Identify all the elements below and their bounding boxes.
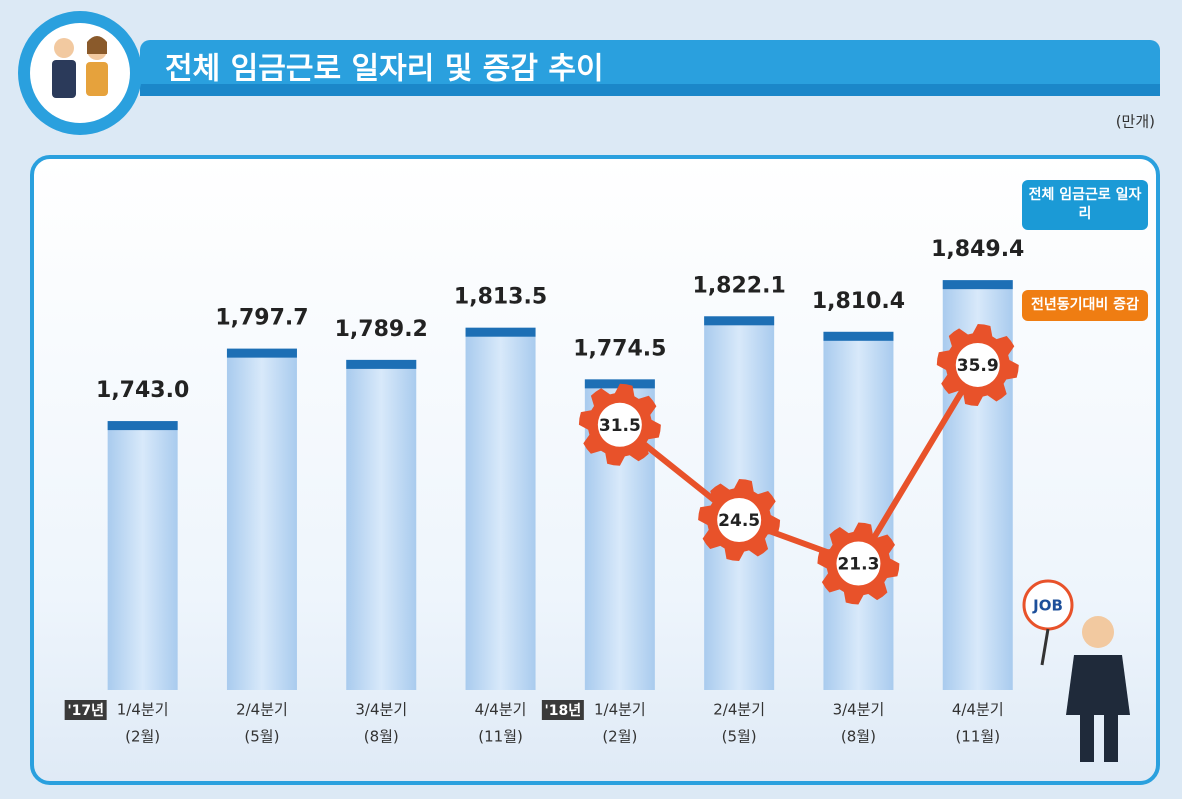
bar-cap: [584, 379, 655, 389]
x-tick-label: 3/4분기: [355, 701, 407, 719]
x-tick-label: 1/4분기: [117, 701, 169, 719]
job-man: JOB: [1022, 579, 1130, 762]
line-value-label: 24.5: [718, 511, 760, 531]
year-label: '18년: [545, 703, 582, 719]
gear-marker: [817, 522, 900, 605]
legend-line: 전년동기대비 증감: [1022, 290, 1148, 321]
bar-value-label: 1,797.7: [215, 306, 308, 331]
x-tick-sublabel: (5월): [722, 728, 757, 746]
bar-cap: [107, 421, 178, 431]
bar: [823, 331, 894, 690]
gear-center: [955, 342, 1000, 387]
gear-center: [717, 498, 762, 542]
bar-cap: [823, 331, 894, 341]
icon-circle: [30, 23, 130, 123]
bar-value-label: 1,822.1: [693, 273, 786, 298]
title-bar-shade: [140, 84, 1160, 96]
bar-value-label: 1,810.4: [812, 289, 905, 314]
unit-label: (만개): [1116, 113, 1155, 131]
x-tick-sublabel: (11월): [955, 728, 1000, 746]
people-icon: [52, 36, 108, 98]
bar-cap: [465, 327, 536, 337]
gear-marker: [578, 383, 661, 466]
x-tick-sublabel: (5월): [244, 728, 279, 746]
bar: [226, 348, 297, 690]
legend-bar: 전체 임금근로 일자리: [1022, 180, 1148, 230]
x-tick-sublabel: (11월): [478, 728, 523, 746]
year-tag: [541, 700, 584, 720]
bar-cap: [942, 280, 1013, 290]
gear-center: [597, 402, 642, 447]
bar-value-label: 1,743.0: [96, 378, 189, 403]
title-bar: [140, 40, 1160, 96]
x-tick-sublabel: (8월): [841, 728, 876, 746]
year-label: '17년: [67, 703, 104, 719]
bar-value-label: 1,849.4: [931, 237, 1024, 262]
gear-marker: [936, 324, 1019, 406]
chart-title: 전체 임금근로 일자리 및 증감 추이: [165, 52, 604, 87]
x-tick-label: 4/4분기: [952, 701, 1004, 719]
x-tick-label: 3/4분기: [833, 701, 885, 719]
year-tag: [64, 700, 107, 720]
x-tick-sublabel: (8월): [364, 728, 399, 746]
line: [617, 363, 981, 568]
bar: [465, 327, 536, 690]
bar: [346, 359, 417, 690]
bar: [107, 421, 178, 690]
x-tick-label: 2/4분기: [713, 701, 765, 719]
line-value-label: 31.5: [599, 416, 641, 436]
gear-marker: [698, 479, 781, 561]
bar-value-label: 1,774.5: [573, 336, 666, 361]
bar-value-label: 1,813.5: [454, 285, 547, 310]
line-value-label: 21.3: [837, 555, 879, 575]
x-tick-sublabel: (2월): [125, 728, 160, 746]
x-tick-sublabel: (2월): [602, 728, 637, 746]
x-tick-label: 2/4분기: [236, 701, 288, 719]
x-tick-label: 1/4분기: [594, 701, 646, 719]
x-tick-label: 4/4분기: [475, 701, 527, 719]
bar-cap: [346, 359, 417, 369]
svg-text:JOB: JOB: [1032, 597, 1063, 615]
bar-cap: [226, 348, 297, 358]
gear-center: [836, 541, 881, 586]
line-value-label: 35.9: [957, 356, 999, 376]
bar-cap: [704, 316, 775, 326]
bar-value-label: 1,789.2: [335, 317, 428, 342]
